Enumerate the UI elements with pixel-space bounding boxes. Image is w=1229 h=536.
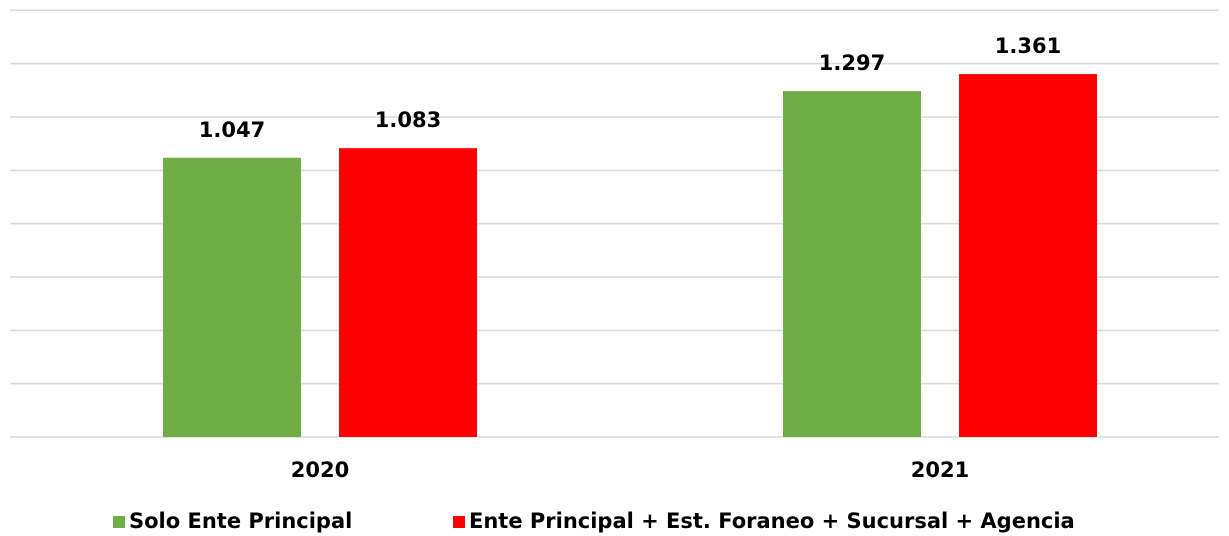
legend-label: Solo Ente Principal <box>129 509 352 533</box>
x-tick-label: 2021 <box>911 458 969 482</box>
legend-swatch <box>113 516 125 528</box>
legend-swatch <box>453 516 465 528</box>
data-label: 1.047 <box>199 118 265 142</box>
data-label: 1.361 <box>995 34 1061 58</box>
bar <box>783 91 921 437</box>
bar <box>959 74 1097 437</box>
data-label: 1.083 <box>375 108 441 132</box>
bar <box>339 148 477 438</box>
bar <box>163 157 301 437</box>
x-tick-label: 2020 <box>291 458 349 482</box>
data-label: 1.297 <box>819 51 885 75</box>
legend-label: Ente Principal + Est. Foraneo + Sucursal… <box>469 509 1075 533</box>
